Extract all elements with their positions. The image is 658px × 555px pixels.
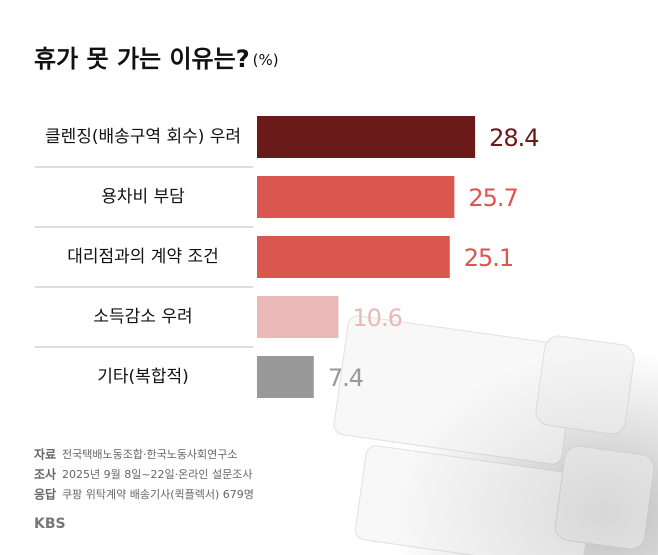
title-text: 휴가 못 가는 이유는? [34, 45, 250, 73]
truck-illustration [333, 315, 655, 555]
category-label: 용차비 부담 [101, 187, 185, 207]
bar [257, 116, 476, 158]
category-label: 클렌징(배송구역 회수) 우려 [45, 127, 241, 147]
value-label: 25.7 [468, 184, 517, 212]
chart-title: 휴가 못 가는 이유는? (%) [34, 45, 279, 73]
category-label: 기타(복합적) [97, 367, 188, 387]
logo: KBS [34, 516, 66, 532]
category-label: 대리점과의 계약 조건 [67, 247, 219, 267]
note-label: 응답 [34, 487, 56, 502]
value-label: 7.4 [328, 364, 363, 392]
bar [257, 176, 455, 218]
category-label: 소득감소 우려 [93, 307, 192, 327]
bar [257, 356, 314, 398]
note-text: 2025년 9월 8일~22일·온라인 설문조사 [62, 467, 253, 481]
title-unit: (%) [253, 51, 279, 69]
value-label: 25.1 [464, 244, 513, 272]
bar [257, 236, 450, 278]
note-label: 자료 [34, 447, 56, 462]
value-label: 28.4 [489, 124, 538, 152]
value-label: 10.6 [352, 304, 401, 332]
bar [257, 296, 339, 338]
note-text: 전국택배노동조합·한국노동사회연구소 [62, 448, 238, 461]
note-label: 조사 [34, 467, 56, 482]
note-text: 쿠팡 위탁계약 배송기사(퀵플렉서) 679명 [62, 487, 254, 501]
